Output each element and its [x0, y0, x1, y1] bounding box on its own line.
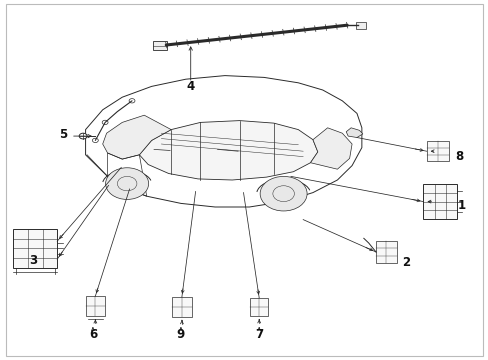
Bar [13, 229, 57, 268]
Text: 5: 5 [60, 129, 67, 141]
Bar [423, 184, 456, 219]
Text: 6: 6 [89, 328, 97, 341]
Text: 1: 1 [457, 199, 465, 212]
Text: 8: 8 [455, 150, 463, 163]
Polygon shape [102, 115, 171, 159]
Bar [171, 297, 192, 317]
Polygon shape [139, 121, 317, 180]
Bar [426, 141, 448, 161]
Polygon shape [85, 76, 361, 207]
Circle shape [79, 133, 87, 139]
Bar [85, 296, 105, 316]
Bar [355, 22, 366, 29]
Text: 2: 2 [401, 256, 409, 269]
Circle shape [260, 176, 306, 211]
Text: 7: 7 [255, 328, 263, 341]
Polygon shape [310, 128, 351, 169]
Polygon shape [346, 128, 362, 138]
Text: 9: 9 [177, 328, 184, 341]
Text: 3: 3 [29, 255, 37, 267]
Bar [249, 298, 268, 316]
Bar [375, 241, 396, 263]
Bar [152, 41, 167, 50]
Text: 4: 4 [186, 80, 194, 93]
Circle shape [105, 168, 148, 199]
